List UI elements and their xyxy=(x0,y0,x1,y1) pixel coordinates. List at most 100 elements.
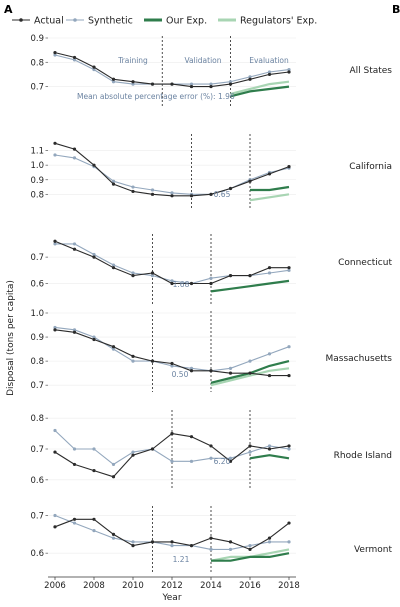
data-point-actual xyxy=(150,192,155,196)
y-tick-label: 0.6 xyxy=(30,280,44,290)
data-point-actual xyxy=(287,521,291,525)
data-point-actual xyxy=(248,444,252,448)
legend: Actual Synthetic Our Exp. Regulators' Ex… xyxy=(12,16,317,27)
data-point-actual xyxy=(131,274,135,278)
data-point-synthetic xyxy=(72,242,77,246)
data-point-actual xyxy=(92,468,96,473)
data-point-synthetic xyxy=(248,75,252,79)
legend-synthetic-marker xyxy=(73,18,77,22)
y-tick-label: 0.6 xyxy=(30,476,44,486)
data-point-actual xyxy=(72,247,77,251)
data-point-actual xyxy=(53,525,57,529)
data-point-actual xyxy=(131,544,135,548)
data-point-actual xyxy=(189,194,194,198)
data-point-synthetic xyxy=(131,359,135,363)
legend-ours-label: Our Exp. xyxy=(166,16,207,27)
phase-label-validation: Validation xyxy=(184,56,221,65)
data-point-actual xyxy=(111,345,116,349)
data-point-actual xyxy=(72,147,77,151)
data-point-actual xyxy=(189,435,194,439)
y-tick-label: 0.7 xyxy=(30,83,44,93)
data-point-actual xyxy=(248,547,252,552)
data-point-synthetic xyxy=(209,276,213,280)
data-point-synthetic xyxy=(111,80,116,84)
state-label: Vermont xyxy=(354,545,393,555)
mape-label: 0.65 xyxy=(214,190,231,199)
data-point-actual xyxy=(287,165,291,169)
data-point-actual xyxy=(287,373,291,378)
data-point-synthetic xyxy=(150,274,155,278)
data-point-synthetic xyxy=(189,82,194,86)
data-point-synthetic xyxy=(111,536,116,540)
state-label: All States xyxy=(349,66,392,76)
data-point-actual xyxy=(209,369,213,373)
data-point-synthetic xyxy=(92,335,96,339)
data-point-synthetic xyxy=(131,185,135,189)
data-point-synthetic xyxy=(267,540,272,544)
y-tick-label: 0.7 xyxy=(30,253,44,263)
series-line-regulators xyxy=(249,193,290,202)
y-tick-label: 1.1 xyxy=(30,147,44,157)
panel-rhode-island: 0.6 0.7 0.8 Rhode Island 6.20 xyxy=(30,410,392,488)
data-point-synthetic xyxy=(92,252,96,257)
panel-vermont: 0.6 0.7 Vermont 1.21 xyxy=(30,506,392,574)
data-point-synthetic xyxy=(53,513,57,518)
data-point-actual xyxy=(209,84,213,89)
y-axis-title: Disposal (tons per capita) xyxy=(6,280,16,396)
data-point-actual xyxy=(150,540,155,544)
data-point-actual xyxy=(170,281,174,286)
mape-label: 1.68 xyxy=(173,280,190,289)
data-point-synthetic xyxy=(209,547,213,552)
data-point-actual xyxy=(209,444,213,448)
series-line-ours xyxy=(249,454,290,460)
data-point-synthetic xyxy=(111,462,116,467)
data-point-synthetic xyxy=(92,528,96,533)
data-point-synthetic xyxy=(170,191,174,195)
panel-letter-b: B xyxy=(392,3,400,16)
data-point-actual xyxy=(92,255,96,259)
data-point-actual xyxy=(150,359,155,363)
data-point-actual xyxy=(170,82,174,86)
data-point-synthetic xyxy=(287,447,291,451)
data-point-actual xyxy=(131,189,135,194)
data-point-synthetic xyxy=(287,540,291,544)
data-point-actual xyxy=(53,239,57,243)
data-point-actual xyxy=(111,475,116,479)
legend-actual-label: Actual xyxy=(34,16,64,27)
data-point-synthetic xyxy=(267,444,272,448)
data-point-actual xyxy=(111,266,116,270)
series-line-ours xyxy=(230,85,290,98)
data-point-synthetic xyxy=(170,459,174,463)
series-line-actual xyxy=(54,240,289,285)
data-point-actual xyxy=(170,361,174,366)
data-point-actual xyxy=(72,330,77,334)
data-point-actual xyxy=(209,536,213,540)
data-point-synthetic xyxy=(72,328,77,332)
data-point-synthetic xyxy=(228,547,233,552)
data-point-synthetic xyxy=(92,67,96,72)
legend-regulators-label: Regulators' Exp. xyxy=(240,16,317,27)
data-point-actual xyxy=(228,82,233,86)
data-point-synthetic xyxy=(53,242,57,246)
data-point-actual xyxy=(53,450,57,454)
state-label: Massachusetts xyxy=(325,354,392,364)
data-point-actual xyxy=(189,84,194,89)
data-point-actual xyxy=(209,192,213,196)
data-point-actual xyxy=(267,72,272,77)
data-point-synthetic xyxy=(53,428,57,433)
series-line-actual xyxy=(54,329,289,377)
data-point-actual xyxy=(170,431,174,436)
data-point-actual xyxy=(228,186,233,191)
data-point-synthetic xyxy=(228,366,233,370)
data-point-actual xyxy=(53,328,57,332)
data-point-actual xyxy=(248,371,252,375)
series-line-synthetic xyxy=(55,243,290,285)
series-line-ours xyxy=(250,185,290,192)
x-tick-label: 2012 xyxy=(161,581,183,591)
data-point-synthetic xyxy=(189,366,194,370)
mape-label: 0.50 xyxy=(172,370,189,379)
data-point-actual xyxy=(92,65,96,69)
data-point-actual xyxy=(189,544,194,548)
panel-letter-a: A xyxy=(4,3,13,16)
phase-label-evaluation: Evaluation xyxy=(249,56,289,65)
